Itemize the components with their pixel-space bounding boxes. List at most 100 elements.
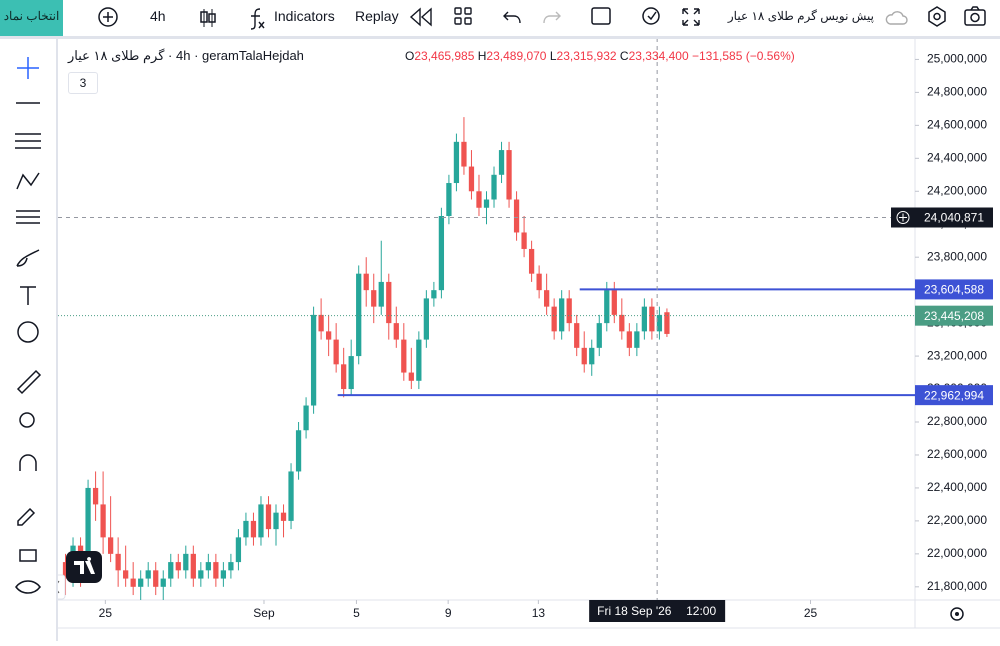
ohlc-value: 23,489,070: [486, 49, 547, 63]
settings-button[interactable]: [926, 0, 948, 36]
candle-body: [566, 298, 572, 324]
candle-body: [168, 562, 174, 579]
crosshair-time-bg: [589, 600, 726, 622]
fib-tool[interactable]: [15, 133, 41, 149]
icon-tool[interactable]: [17, 321, 39, 343]
text-tool[interactable]: [20, 286, 36, 305]
last-price-label-bg: [915, 305, 993, 326]
candle-body: [619, 314, 625, 332]
axes: 21,800,000 22,000,000 22,200,000 22,400,000…: [99, 52, 993, 622]
chart-legend: گرم طلای ۱۸ عیار · 4h · geramTalaHejdah: [68, 48, 304, 63]
y-tick-label: 23,200,000: [927, 348, 987, 362]
candle-body: [528, 248, 535, 274]
last-price-label: 23,445,208: [924, 309, 984, 323]
crosshair-tool[interactable]: [17, 57, 39, 79]
candle-body: [348, 356, 354, 390]
x-tick-label: 9: [445, 606, 452, 620]
candle-body: [138, 578, 144, 587]
ticker: geramTalaHejdah: [202, 48, 304, 63]
candle-body: [62, 562, 69, 579]
candle-body: [265, 504, 272, 530]
add-symbol-button[interactable]: [96, 0, 120, 36]
candle-body: [295, 430, 302, 472]
candle-body: [649, 306, 655, 332]
crosshair-time: 12:00: [686, 604, 716, 618]
y-tick-label: 22,800,000: [927, 414, 987, 428]
fx-icon[interactable]: [246, 0, 268, 36]
candle-body: [491, 174, 497, 200]
symbol-search-button[interactable]: انتخاب نماد: [0, 0, 63, 36]
candle-body: [175, 562, 181, 571]
indicators-button[interactable]: Indicators: [274, 8, 335, 24]
undo-button[interactable]: [502, 0, 522, 36]
candle-body: [371, 290, 377, 307]
prediction-tool[interactable]: [16, 210, 40, 224]
replay-button[interactable]: Replay: [355, 8, 399, 24]
measure-tool[interactable]: [16, 369, 42, 395]
crosshair-add-icon: [896, 210, 910, 224]
alert-button[interactable]: [640, 0, 662, 36]
y-tick-label: 24,800,000: [927, 85, 987, 99]
candle-body: [483, 199, 490, 208]
replay-icon[interactable]: [408, 0, 434, 36]
candle-body: [190, 553, 196, 579]
candle-body: [408, 372, 414, 381]
stay-drawing-tool[interactable]: [17, 507, 36, 526]
candle-body: [341, 364, 347, 390]
candle-body: [401, 339, 407, 373]
layout-name[interactable]: پیش نویس گرم طلای ۱۸ عیار: [727, 9, 874, 23]
candle-body: [258, 504, 264, 538]
candle-body: [386, 281, 392, 324]
visibility-tool[interactable]: [15, 580, 41, 594]
candle-body: [574, 323, 580, 348]
candle-body: [92, 487, 99, 505]
candle-body: [356, 273, 362, 357]
y-tick-label: 22,000,000: [927, 546, 987, 560]
candle-body: [393, 323, 399, 340]
candle-body: [446, 183, 452, 216]
magnet-tool[interactable]: [19, 454, 37, 471]
candle-body: [145, 570, 151, 579]
legend-interval: 4h: [175, 48, 191, 63]
snapshot-button[interactable]: [963, 0, 987, 36]
drawing-tools: [15, 57, 42, 594]
candle-body: [107, 537, 114, 554]
candle-body: [521, 232, 527, 249]
maximize-button[interactable]: [680, 0, 702, 36]
indicator-count[interactable]: 3: [68, 72, 98, 94]
y-tick-label: 22,400,000: [927, 480, 987, 494]
candle-body: [100, 504, 106, 538]
y-tick-label: 23,800,000: [927, 249, 987, 263]
brush-tool[interactable]: [16, 249, 40, 267]
candle-body: [513, 199, 520, 233]
ohlc-key: L: [549, 49, 557, 63]
fullscreen-rect-button[interactable]: [590, 0, 612, 36]
crosshair-date: Fri 18 Sep '26: [597, 604, 672, 618]
candle-body: [235, 537, 242, 563]
lock-tool[interactable]: [19, 549, 37, 562]
candle-body: [243, 520, 249, 538]
crosshair-add-icon: [899, 213, 907, 222]
pattern-tool[interactable]: [16, 172, 40, 190]
candle-body: [213, 562, 219, 579]
candle-body: [596, 323, 602, 348]
zoom-tool[interactable]: [19, 412, 35, 428]
horizontal-ray-label: 23,604,588: [924, 283, 984, 297]
interval-button[interactable]: 4h: [150, 8, 166, 24]
candle-body: [536, 273, 542, 291]
candle-body: [130, 578, 136, 587]
redo-button[interactable]: [542, 0, 562, 36]
candle-body: [431, 290, 437, 299]
layouts-button[interactable]: [453, 0, 473, 36]
chart-type-button[interactable]: [198, 0, 218, 36]
ohlc-values: O23,465,985 H23,489,070 L23,315,932 C23,…: [405, 49, 795, 63]
candle-body: [626, 331, 632, 348]
candle-body: [461, 141, 467, 167]
candle-body: [438, 215, 445, 291]
axis-settings[interactable]: [950, 607, 964, 621]
plot: [58, 38, 915, 600]
drawing-toolbar: [0, 39, 58, 641]
y-tick-label: 22,200,000: [927, 513, 987, 527]
